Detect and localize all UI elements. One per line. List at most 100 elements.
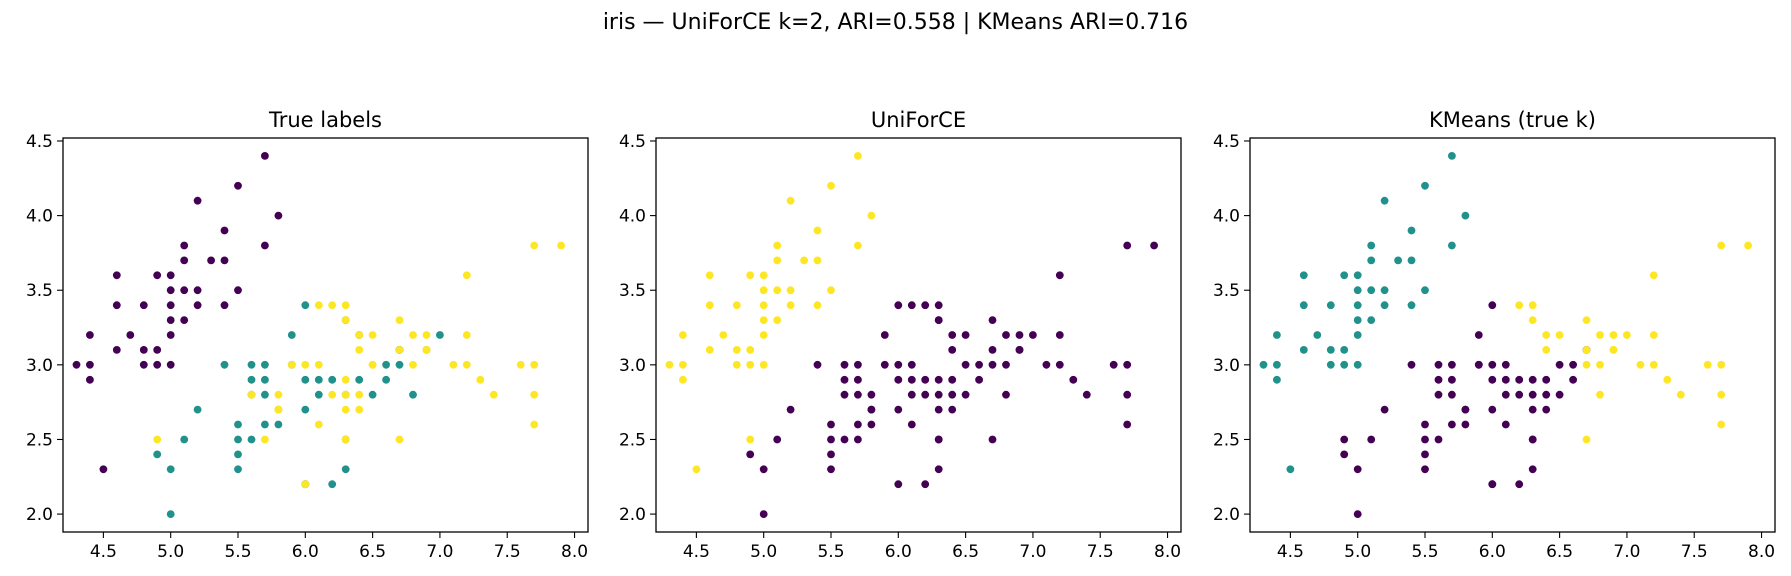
scatter-point (1380, 405, 1389, 414)
scatter-point (934, 375, 943, 384)
scatter-point (961, 331, 970, 339)
scatter-point (1515, 375, 1524, 384)
scatter-point (1515, 390, 1524, 399)
scatter-point (1353, 331, 1362, 339)
scatter-point (341, 435, 350, 444)
scatter-point (112, 271, 121, 280)
y-tick-label: 3.5 (1213, 281, 1240, 301)
scatter-point (1542, 390, 1551, 399)
scatter-point (1717, 390, 1726, 399)
scatter-point (988, 316, 997, 324)
scatter-point (1015, 331, 1024, 339)
scatter-point (1703, 360, 1712, 369)
scatter-point (1407, 226, 1416, 235)
scatter-point (975, 360, 983, 369)
x-tick-label: 5.5 (1411, 542, 1438, 562)
scatter-point (1082, 390, 1091, 399)
scatter-point (1421, 181, 1429, 190)
scatter-point (86, 360, 94, 369)
scatter-point (1569, 360, 1577, 369)
scatter-point (207, 256, 216, 265)
scatter-point (436, 331, 444, 339)
x-tick-label: 7.0 (1613, 542, 1640, 562)
scatter-point (328, 480, 337, 489)
scatter-point (301, 375, 310, 384)
scatter-point (705, 301, 714, 310)
scatter-point (234, 450, 242, 459)
scatter-point (1353, 360, 1362, 369)
scatter-point (934, 301, 943, 310)
scatter-point (314, 390, 323, 399)
panel-title: KMeans (true k) (1429, 108, 1596, 132)
scatter-point (961, 390, 970, 399)
scatter-point (1488, 405, 1497, 414)
scatter-point (341, 390, 350, 399)
scatter-point (1353, 316, 1362, 324)
scatter-point (341, 301, 350, 310)
x-tick-label: 7.5 (494, 542, 521, 562)
scatter-point (975, 375, 983, 384)
scatter-point (1380, 301, 1389, 310)
scatter-point (1340, 346, 1349, 354)
scatter-point (988, 435, 997, 444)
scatter-point (341, 465, 350, 474)
scatter-panel-2: UniForCE 4.5 5.0 5.5 6.0 6.5 7.0 7.5 8.0 2.0 2.5 3.… (619, 108, 1182, 562)
scatter-point (786, 405, 795, 414)
scatter-point (759, 271, 768, 280)
scatter-point (1474, 360, 1483, 369)
scatter-point (1434, 435, 1443, 444)
x-tick-label: 5.0 (750, 542, 777, 562)
scatter-point (395, 316, 404, 324)
scatter-point (1367, 316, 1376, 324)
scatter-point (732, 346, 741, 354)
scatter-point (1042, 360, 1051, 369)
scatter-point (867, 211, 876, 220)
scatter-point (679, 331, 687, 339)
scatter-point (759, 510, 768, 518)
scatter-point (1461, 211, 1470, 220)
scatter-point (1542, 375, 1551, 384)
scatter-point (867, 420, 876, 429)
scatter-point (1367, 256, 1376, 265)
scatter-point (827, 465, 835, 474)
x-tick-label: 4.5 (683, 542, 710, 562)
scatter-point (1394, 256, 1402, 265)
scatter-point (449, 360, 458, 369)
scatter-point (827, 181, 835, 190)
scatter-point (1029, 331, 1037, 339)
scatter-point (530, 241, 539, 250)
scatter-point (1528, 301, 1537, 310)
scatter-point (341, 316, 350, 324)
scatter-point (1528, 375, 1537, 384)
scatter-point (166, 465, 175, 474)
scatter-point (1353, 271, 1362, 280)
scatter-point (166, 301, 175, 310)
scatter-point (1340, 450, 1349, 459)
scatter-point (1273, 331, 1281, 339)
x-tick-label: 7.0 (1019, 542, 1046, 562)
scatter-point (1055, 271, 1064, 280)
scatter-point (1421, 465, 1429, 474)
scatter-point (934, 435, 943, 444)
scatter-point (1286, 465, 1295, 474)
scatter-point (1636, 360, 1645, 369)
points-layer (665, 152, 1158, 518)
scatter-point (301, 405, 310, 414)
scatter-point (382, 375, 390, 384)
scatter-point (705, 271, 714, 280)
scatter-point (880, 360, 889, 369)
scatter-point (287, 360, 296, 369)
scatter-point (341, 375, 350, 384)
scatter-point (1055, 331, 1064, 339)
scatter-point (314, 301, 323, 310)
scatter-point (1448, 390, 1456, 399)
x-tick-label: 6.5 (359, 542, 386, 562)
scatter-point (1717, 360, 1726, 369)
scatter-point (988, 346, 997, 354)
scatter-point (180, 435, 189, 444)
scatter-point (166, 360, 175, 369)
axes-frame (1249, 137, 1776, 533)
scatter-point (1448, 152, 1456, 160)
scatter-point (746, 271, 755, 280)
scatter-point (395, 346, 404, 354)
